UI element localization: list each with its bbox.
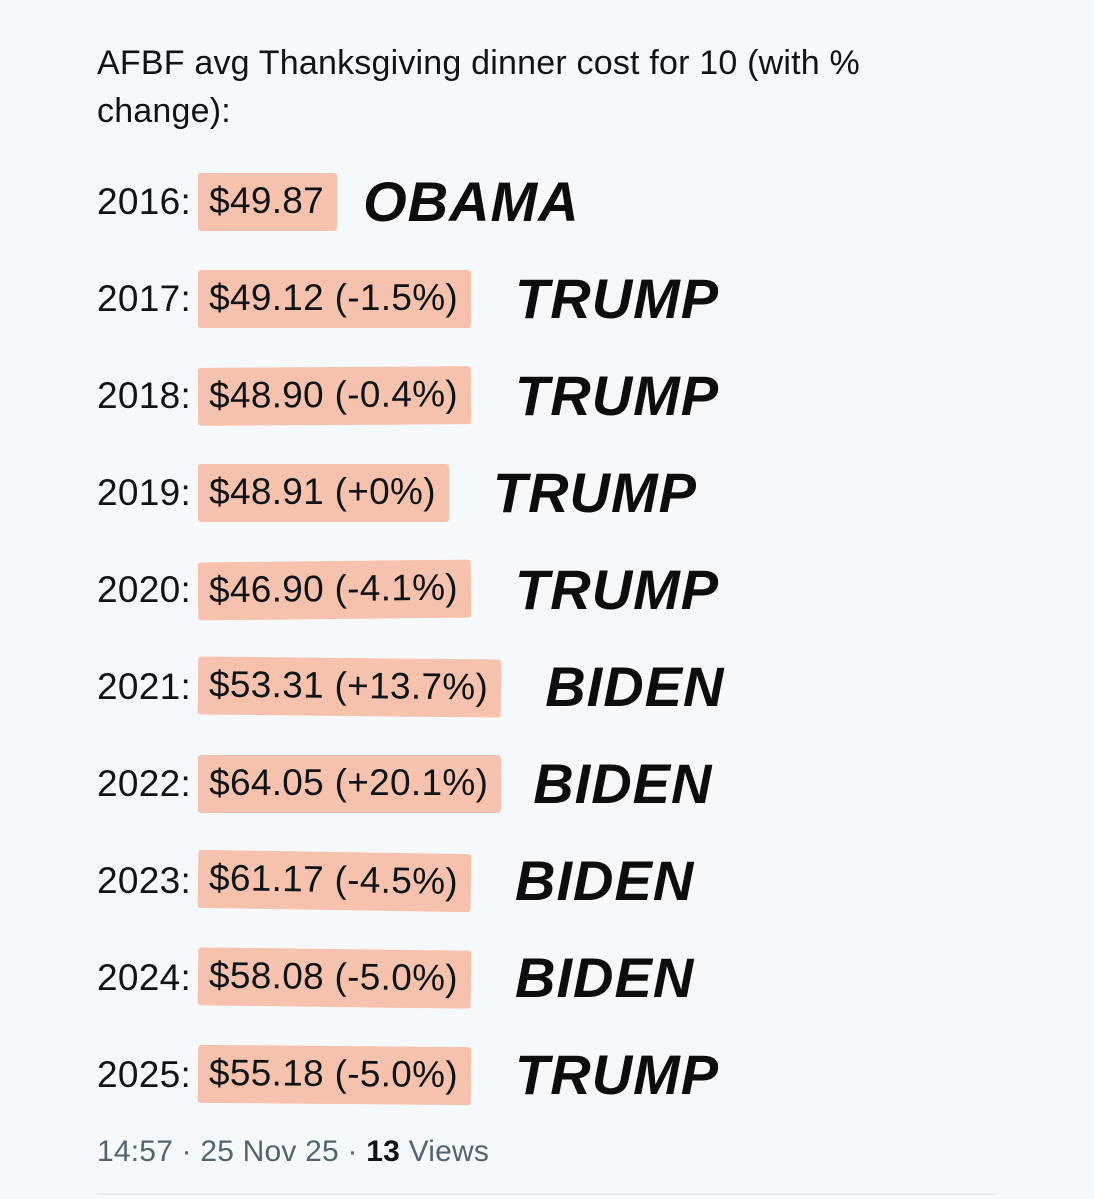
- year-label: 2017:: [97, 277, 192, 319]
- divider: [97, 1193, 997, 1196]
- highlighted-price: $49.87: [198, 172, 338, 231]
- president-name: TRUMP: [515, 364, 720, 428]
- highlighted-price: $48.91 (+0%): [198, 463, 449, 522]
- cost-row-2021: 2021: $53.31 (+13.7%) BIDEN: [97, 638, 994, 735]
- highlighted-price: $64.05 (+20.1%): [198, 754, 502, 813]
- president-name: BIDEN: [515, 946, 695, 1010]
- president-name: TRUMP: [515, 1043, 720, 1107]
- president-name: BIDEN: [515, 849, 695, 913]
- cost-row-2017: 2017: $49.12 (-1.5%) TRUMP: [97, 250, 994, 347]
- views-label: Views: [408, 1135, 490, 1169]
- cost-row-2024: 2024: $58.08 (-5.0%) BIDEN: [97, 929, 994, 1026]
- highlighted-price: $53.31 (+13.7%): [197, 656, 502, 718]
- year-label: 2022:: [97, 762, 192, 804]
- president-name: OBAMA: [363, 170, 580, 234]
- president-name: TRUMP: [515, 267, 720, 331]
- year-label: 2016:: [97, 180, 192, 222]
- dot-separator: ·: [347, 1135, 358, 1169]
- highlighted-price: $49.12 (-1.5%): [198, 269, 472, 328]
- year-label: 2024:: [97, 956, 192, 998]
- president-name: TRUMP: [492, 461, 697, 525]
- president-name: BIDEN: [545, 655, 725, 719]
- year-label: 2020:: [97, 568, 192, 610]
- president-name: TRUMP: [515, 558, 720, 622]
- highlighted-price: $55.18 (-5.0%): [197, 1044, 472, 1105]
- cost-row-2025: 2025: $55.18 (-5.0%) TRUMP: [97, 1026, 994, 1123]
- cost-row-2023: 2023: $61.17 (-4.5%) BIDEN: [97, 832, 994, 929]
- timestamp: 14:57: [97, 1135, 174, 1169]
- year-label: 2018:: [97, 374, 192, 416]
- cost-row-2019: 2019: $48.91 (+0%) TRUMP: [97, 444, 994, 541]
- highlighted-price: $58.08 (-5.0%): [197, 947, 472, 1009]
- year-label: 2021:: [97, 665, 192, 707]
- views-count: 13: [366, 1135, 401, 1169]
- cost-row-2020: 2020: $46.90 (-4.1%) TRUMP: [97, 541, 994, 638]
- cost-row-2016: 2016: $49.87 OBAMA: [97, 153, 994, 250]
- highlighted-price: $46.90 (-4.1%): [197, 559, 472, 621]
- tweet-text: AFBF avg Thanksgiving dinner cost for 10…: [97, 44, 860, 130]
- highlighted-price: $48.90 (-0.4%): [197, 365, 472, 426]
- year-label: 2025:: [97, 1053, 192, 1095]
- highlighted-price: $61.17 (-4.5%): [197, 849, 472, 912]
- president-name: BIDEN: [533, 752, 713, 816]
- year-label: 2019:: [97, 471, 192, 513]
- cost-row-2018: 2018: $48.90 (-0.4%) TRUMP: [97, 347, 994, 444]
- year-label: 2023:: [97, 859, 192, 901]
- date-text: 25 Nov 25: [200, 1135, 339, 1169]
- cost-list: 2016: $49.87 OBAMA 2017: $49.12 (-1.5%) …: [97, 153, 994, 1123]
- cost-row-2022: 2022: $64.05 (+20.1%) BIDEN: [97, 735, 994, 832]
- tweet-metadata: 14:57 · 25 Nov 25 · 13 Views: [97, 1135, 994, 1169]
- dot-separator: ·: [181, 1135, 192, 1169]
